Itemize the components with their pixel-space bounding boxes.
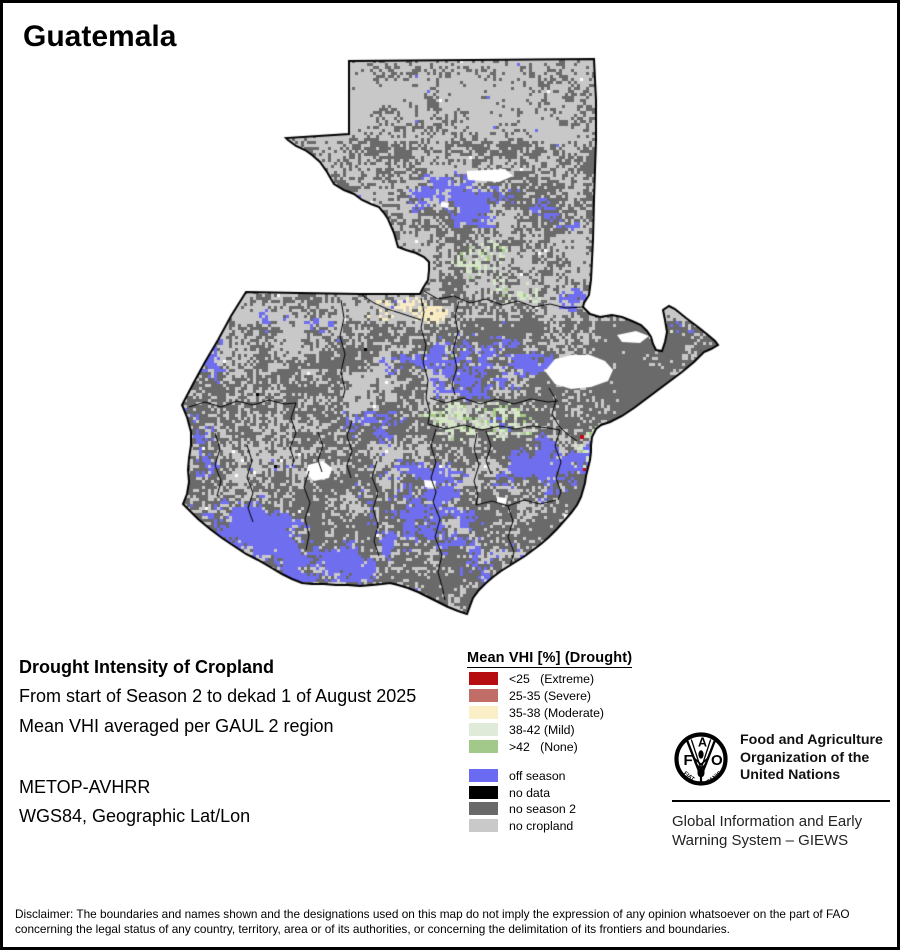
svg-text:O: O — [711, 752, 723, 769]
svg-text:F: F — [684, 752, 693, 769]
svg-text:PANIS: PANIS — [706, 770, 723, 785]
svg-text:A: A — [698, 736, 707, 750]
